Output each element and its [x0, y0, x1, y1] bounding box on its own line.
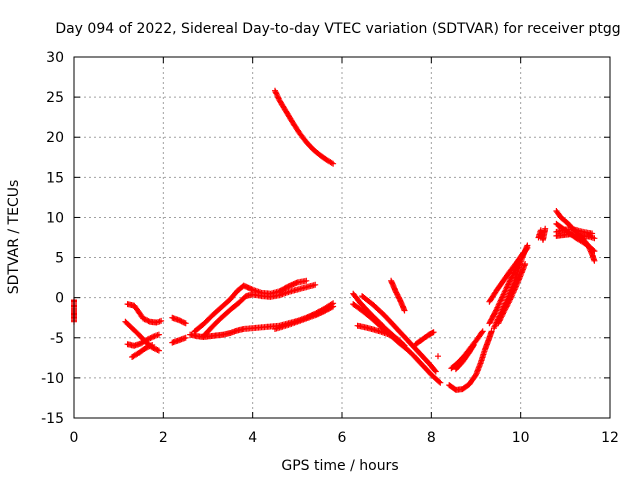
x-tick-label: 4 — [248, 430, 257, 446]
data-series-segment-4 — [129, 342, 156, 360]
data-series-segment-1 — [124, 301, 165, 326]
data-series-segment-14 — [354, 322, 408, 349]
data-series-segment-19 — [446, 328, 495, 393]
data-series-segment-15 — [359, 293, 439, 375]
data-series-segment-16 — [388, 277, 408, 314]
data-points — [71, 87, 598, 393]
y-tick-label: 0 — [55, 291, 64, 307]
data-series-segment-30 — [553, 226, 596, 237]
x-tick-label: 8 — [427, 430, 436, 446]
x-tick-label: 2 — [159, 430, 168, 446]
y-tick-label: -5 — [50, 331, 64, 347]
x-tick-label: 12 — [601, 430, 619, 446]
chart-title: Day 094 of 2022, Sidereal Day-to-day VTE… — [55, 21, 620, 37]
data-series-segment-29 — [553, 231, 598, 242]
data-series-segment-24 — [495, 261, 529, 327]
axis-ticks: -15 -10 -5 0 5 10 15 20 25 30 0 2 4 6 8 10 12 — [41, 50, 619, 446]
data-series-segment-6 — [169, 334, 189, 346]
y-tick-label: -15 — [41, 411, 64, 427]
x-tick-label: 6 — [338, 430, 347, 446]
y-tick-label: -10 — [41, 371, 64, 387]
grid — [74, 57, 610, 418]
y-tick-label: 15 — [46, 170, 64, 186]
x-tick-label: 10 — [512, 430, 530, 446]
data-series-segment-18 — [435, 353, 441, 360]
y-tick-label: 10 — [46, 210, 64, 226]
y-tick-label: 5 — [55, 251, 64, 267]
data-series-segment-5 — [169, 314, 189, 327]
x-axis-label: GPS time / hours — [281, 458, 398, 474]
data-series-segment-9 — [200, 281, 319, 340]
data-series-segment-26 — [535, 225, 549, 243]
y-tick-label: 25 — [46, 90, 64, 106]
data-series-segment-25 — [486, 250, 526, 305]
data-series-segment-17 — [412, 329, 437, 348]
y-tick-label: 30 — [46, 50, 64, 66]
x-tick-label: 0 — [70, 430, 79, 446]
data-series-segment-21 — [452, 342, 477, 373]
y-tick-label: 20 — [46, 130, 64, 146]
data-series-segment-10 — [272, 303, 337, 332]
y-axis-label: SDTVAR / TECUs — [6, 180, 22, 295]
data-series-segment-8 — [191, 277, 310, 335]
data-series-segment-13 — [350, 301, 444, 386]
data-series-segment-11 — [272, 87, 337, 167]
